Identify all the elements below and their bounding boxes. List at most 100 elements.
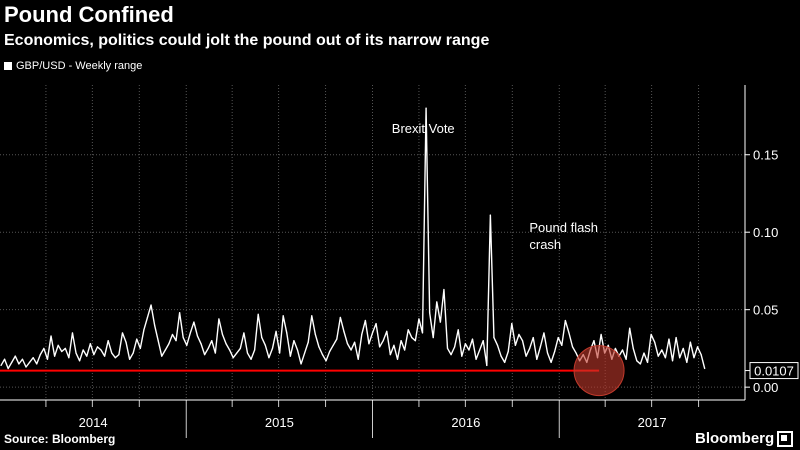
data-point	[300, 363, 302, 365]
data-point	[489, 214, 491, 216]
data-point	[668, 338, 670, 340]
data-point	[3, 358, 6, 360]
data-point	[664, 357, 667, 359]
data-point	[36, 363, 38, 365]
data-point	[71, 332, 74, 334]
data-point	[557, 336, 559, 339]
data-point	[654, 341, 656, 343]
data-point	[614, 347, 616, 350]
data-point	[700, 354, 702, 356]
data-point	[332, 344, 334, 346]
annotation-layer: Brexit Vote Pound flash crash	[392, 121, 598, 252]
data-point	[632, 347, 634, 350]
data-point	[443, 288, 445, 291]
data-point	[239, 347, 241, 350]
data-point	[568, 332, 570, 334]
data-point	[75, 352, 77, 354]
annotation-label: Brexit Vote	[392, 121, 455, 136]
data-point	[254, 349, 256, 351]
series-line	[0, 107, 706, 370]
data-point	[61, 350, 63, 353]
data-point	[189, 332, 191, 334]
data-point	[361, 333, 363, 336]
data-point	[450, 354, 452, 356]
data-point	[136, 338, 138, 340]
data-point	[339, 316, 341, 319]
data-point	[0, 364, 2, 367]
data-point	[671, 360, 674, 362]
x-tick-label: 2015	[265, 415, 294, 430]
data-point	[382, 340, 384, 342]
data-point	[400, 340, 402, 342]
data-point	[621, 349, 624, 351]
data-point	[421, 332, 424, 334]
data-point	[11, 361, 13, 363]
data-point	[250, 358, 252, 360]
data-point	[425, 107, 427, 109]
data-point	[364, 319, 366, 322]
annotation-label: crash	[529, 237, 561, 252]
data-point	[439, 321, 441, 323]
data-point	[268, 357, 270, 359]
gridlines	[0, 85, 745, 398]
data-point	[704, 367, 706, 370]
data-point	[132, 352, 134, 354]
data-point	[214, 352, 216, 354]
data-point	[357, 358, 359, 360]
data-point	[232, 357, 234, 359]
data-point	[543, 332, 545, 334]
y-tick-label: 0.15	[753, 148, 778, 163]
data-point	[514, 344, 516, 346]
y-tick-label: 0.05	[753, 303, 778, 318]
data-point	[679, 357, 681, 359]
data-point	[100, 349, 102, 351]
data-point	[257, 313, 259, 315]
data-point	[675, 336, 677, 339]
value-box	[749, 362, 799, 380]
data-point	[646, 361, 649, 363]
data-point	[14, 355, 16, 357]
data-point	[218, 318, 220, 320]
value-box-label: 0.0107	[754, 364, 794, 379]
data-point	[561, 344, 563, 346]
x-tick-label: 2014	[79, 415, 108, 430]
data-point	[107, 340, 109, 342]
data-point	[550, 361, 552, 363]
data-point	[46, 358, 49, 360]
data-point	[86, 355, 88, 357]
data-point	[389, 354, 391, 356]
y-tick-label: 0.10	[753, 225, 778, 240]
data-point	[446, 347, 449, 350]
data-point	[175, 340, 177, 342]
data-point	[125, 341, 127, 343]
data-point	[243, 332, 245, 334]
data-point	[154, 324, 156, 326]
data-point	[479, 349, 481, 351]
data-point	[121, 332, 124, 334]
data-point	[532, 336, 534, 339]
data-point	[525, 355, 527, 357]
data-point	[436, 301, 438, 303]
data-point	[104, 355, 106, 357]
data-point	[293, 340, 295, 342]
data-point	[143, 329, 145, 331]
data-point	[518, 333, 520, 336]
data-point	[325, 360, 327, 362]
chart-subtitle: Economics, politics could jolt the pound…	[4, 32, 490, 49]
reference-layer: 0.0107	[0, 345, 799, 397]
x-tick-label: 2016	[451, 415, 480, 430]
data-point	[429, 312, 431, 314]
data-point	[343, 330, 345, 332]
data-point	[79, 360, 81, 362]
data-point	[521, 340, 524, 342]
data-point	[639, 363, 641, 365]
axes: 0.00 0.05 0.10 0.15 2014 2015 2016 2017	[0, 85, 778, 438]
data-point	[575, 352, 577, 354]
x-tick-label: 2017	[638, 415, 667, 430]
data-point	[657, 355, 659, 357]
data-point	[25, 366, 27, 368]
data-point	[318, 346, 320, 348]
data-point	[461, 355, 463, 357]
data-point	[200, 343, 202, 345]
